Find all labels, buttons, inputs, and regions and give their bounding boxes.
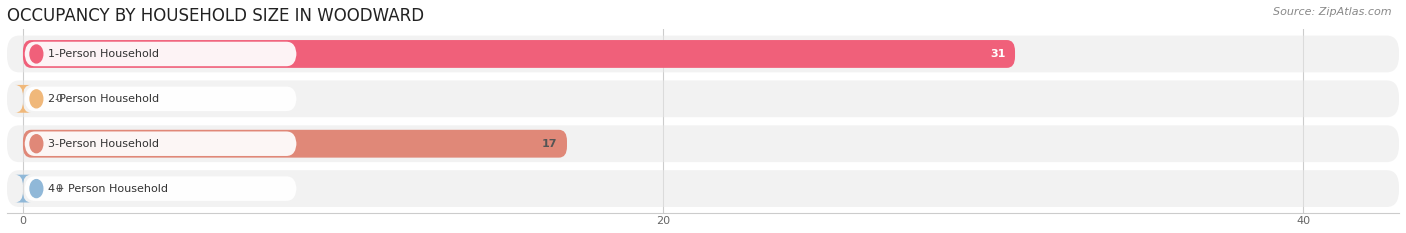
Text: 2-Person Household: 2-Person Household [48,94,159,104]
Text: 0: 0 [55,94,62,104]
FancyBboxPatch shape [7,170,1399,207]
FancyBboxPatch shape [24,42,297,66]
Text: 3-Person Household: 3-Person Household [48,139,159,149]
FancyBboxPatch shape [7,36,1399,72]
FancyBboxPatch shape [15,175,31,202]
Text: 4+ Person Household: 4+ Person Household [48,184,167,194]
FancyBboxPatch shape [24,87,297,111]
FancyBboxPatch shape [22,40,1015,68]
Text: OCCUPANCY BY HOUSEHOLD SIZE IN WOODWARD: OCCUPANCY BY HOUSEHOLD SIZE IN WOODWARD [7,7,425,25]
Circle shape [30,90,42,108]
FancyBboxPatch shape [15,85,31,113]
FancyBboxPatch shape [22,130,567,158]
Circle shape [30,45,42,63]
Text: Source: ZipAtlas.com: Source: ZipAtlas.com [1274,7,1392,17]
Circle shape [30,180,42,198]
FancyBboxPatch shape [7,80,1399,117]
FancyBboxPatch shape [7,125,1399,162]
Text: 31: 31 [990,49,1005,59]
Circle shape [30,135,42,153]
FancyBboxPatch shape [24,176,297,201]
Text: 17: 17 [541,139,557,149]
FancyBboxPatch shape [24,131,297,156]
Text: 1-Person Household: 1-Person Household [48,49,159,59]
Text: 0: 0 [55,184,62,194]
